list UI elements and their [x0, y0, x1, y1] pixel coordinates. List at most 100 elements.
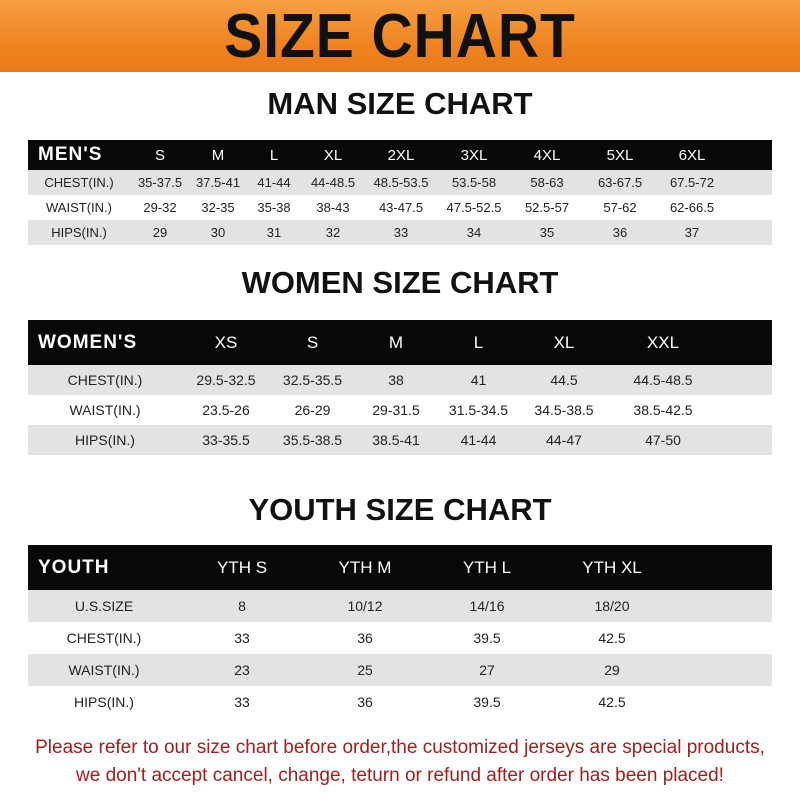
table-cell: 6XL [678, 146, 706, 164]
table-cell: 42.5 [598, 694, 626, 710]
table-cell: 30 [210, 225, 226, 240]
table-cell: 31.5-34.5 [448, 402, 509, 418]
youth-section-title: YOUTH SIZE CHART [248, 492, 552, 527]
table-cell: 36 [612, 225, 628, 240]
table-row: HIPS(IN.) 29 30 31 32 33 34 35 36 37 [28, 220, 772, 245]
row-label: WOMEN'S [38, 331, 138, 353]
table-cell: 32.5-35.5 [282, 372, 343, 388]
table-cell: 41-44 [257, 175, 291, 190]
row-label: HIPS(IN.) [74, 694, 134, 710]
table-row: WAIST(IN.) 29-32 32-35 35-38 38-43 43-47.5 47.… [28, 195, 772, 220]
table-cell: YTH S [216, 557, 268, 577]
women-section-title: WOMEN SIZE CHART [241, 265, 559, 300]
youth-size-table: YOUTH YTH S YTH M YTH L YTH XL U.S.SIZE 8 10/12… [28, 545, 772, 718]
table-cell: 35 [539, 225, 555, 240]
note-line: we don't accept cancel, change, teturn o… [76, 765, 724, 786]
table-cell: XS [214, 332, 238, 352]
table-cell: 26-29 [294, 402, 331, 418]
table-cell: 29 [152, 225, 168, 240]
row-label: CHEST(IN.) [67, 372, 143, 388]
table-cell: 32-35 [201, 200, 235, 215]
table-cell: 41 [470, 372, 487, 388]
table-cell: 62-66.5 [669, 200, 715, 215]
table-cell: M [388, 332, 404, 352]
table-row: CHEST(IN.) 33 36 39.5 42.5 [28, 622, 772, 654]
table-header-row: WOMEN'S XS S M L XL XXL [28, 320, 772, 365]
table-cell: 33 [393, 225, 409, 240]
table-cell: M [211, 146, 225, 164]
table-cell: 27 [479, 662, 495, 678]
table-cell: 2XL [387, 146, 415, 164]
table-row: WAIST(IN.) 23 25 27 29 [28, 654, 772, 686]
table-row: WAIST(IN.) 23.5-26 26-29 29-31.5 31.5-34.5 34… [28, 395, 772, 425]
men-section-title: MAN SIZE CHART [267, 86, 533, 121]
table-cell: 38.5-42.5 [633, 402, 693, 418]
table-cell: 34.5-38.5 [534, 402, 594, 418]
page-title: SIZE CHART [224, 1, 576, 71]
table-cell: 25 [357, 662, 373, 678]
table-cell: S [154, 146, 165, 164]
table-cell: 39.5 [473, 694, 501, 710]
table-cell: 36 [357, 630, 373, 646]
table-cell: 37 [684, 225, 700, 240]
table-cell: YTH L [462, 557, 512, 577]
table-cell: 47.5-52.5 [446, 200, 502, 215]
table-cell: XL [553, 332, 575, 352]
table-cell: 38.5-41 [372, 432, 420, 448]
table-cell: 39.5 [473, 630, 501, 646]
table-cell: 34 [466, 225, 482, 240]
women-size-table: WOMEN'S XS S M L XL XXL CHEST(IN.) 29.5-32.5 32.5… [28, 320, 772, 455]
table-cell: S [306, 332, 319, 352]
table-cell: 57-62 [603, 200, 637, 215]
table-cell: 33-35.5 [202, 432, 250, 448]
table-cell: 23 [234, 662, 250, 678]
table-cell: 44.5 [550, 372, 578, 388]
table-cell: L [269, 146, 279, 164]
table-cell: 44.5-48.5 [633, 372, 693, 388]
table-cell: 48.5-53.5 [373, 175, 429, 190]
table-cell: 33 [234, 630, 250, 646]
table-cell: 43-47.5 [378, 200, 424, 215]
table-cell: 35.5-38.5 [282, 432, 343, 448]
row-label: WAIST(IN.) [68, 662, 140, 678]
table-cell: 67.5-72 [669, 175, 715, 190]
table-cell: 33 [234, 694, 250, 710]
table-row: CHEST(IN.) 29.5-32.5 32.5-35.5 38 41 44.5 44.5… [28, 365, 772, 395]
table-cell: 4XL [533, 146, 561, 164]
table-cell: 52.5-57 [524, 200, 570, 215]
row-label: HIPS(IN.) [75, 432, 135, 448]
row-label: MEN'S [38, 144, 103, 165]
table-cell: 38 [388, 372, 404, 388]
table-cell: 29 [604, 662, 620, 678]
table-cell: 10/12 [347, 598, 383, 614]
table-row: HIPS(IN.) 33 36 39.5 42.5 [28, 686, 772, 718]
table-cell: 44-47 [546, 432, 582, 448]
table-cell: 44-48.5 [310, 175, 356, 190]
table-row: CHEST(IN.) 35-37.5 37.5-41 41-44 44-48.5 48.5… [28, 170, 772, 195]
table-header-row: YOUTH YTH S YTH M YTH L YTH XL [28, 545, 772, 590]
table-cell: 63-67.5 [597, 175, 643, 190]
table-cell: 31 [266, 225, 282, 240]
table-cell: 14/16 [469, 598, 505, 614]
row-label: U.S.SIZE [74, 598, 134, 614]
table-cell: YTH M [338, 557, 392, 577]
table-cell: 5XL [606, 146, 634, 164]
table-cell: 8 [238, 598, 246, 614]
table-header-row: MEN'S S M L XL 2XL 3XL 4XL 5XL 6XL [28, 140, 772, 170]
table-cell: 42.5 [598, 630, 626, 646]
table-row: HIPS(IN.) 33-35.5 35.5-38.5 38.5-41 41-44 44-… [28, 425, 772, 455]
row-label: CHEST(IN.) [66, 630, 142, 646]
table-cell: 32 [325, 225, 341, 240]
table-cell: 36 [357, 694, 373, 710]
table-row: U.S.SIZE 8 10/12 14/16 18/20 [28, 590, 772, 622]
table-cell: L [473, 332, 484, 352]
table-cell: 37.5-41 [195, 175, 241, 190]
row-label: HIPS(IN.) [51, 225, 107, 240]
row-label: CHEST(IN.) [44, 175, 114, 190]
table-cell: 38-43 [316, 200, 350, 215]
table-cell: 41-44 [460, 432, 497, 448]
table-cell: 35-37.5 [137, 175, 183, 190]
table-cell: 29-32 [143, 200, 177, 215]
table-cell: 29.5-32.5 [196, 372, 256, 388]
table-cell: 35-38 [257, 200, 291, 215]
